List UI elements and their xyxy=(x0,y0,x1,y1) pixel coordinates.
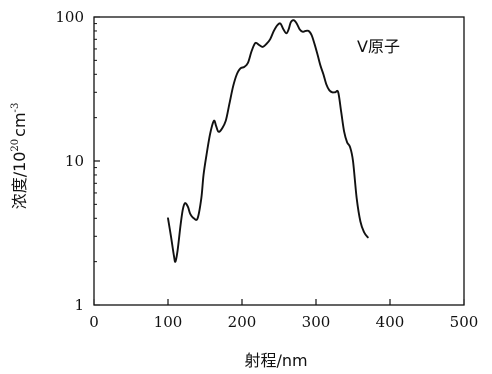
x-tick-label: 0 xyxy=(89,313,99,331)
x-tick-label: 500 xyxy=(450,313,479,331)
x-axis-ticks: 0 100 200 300 400 500 xyxy=(89,299,478,331)
series-line xyxy=(167,19,369,263)
y-axis-ticks: 1 10 100 xyxy=(55,8,100,314)
y-axis-label-unit: cm xyxy=(10,112,29,136)
x-tick-label: 300 xyxy=(302,313,331,331)
y-tick-label: 1 xyxy=(74,296,84,314)
y-axis-label-unit-exponent: -3 xyxy=(10,103,21,113)
x-axis-label: 射程/nm xyxy=(244,351,307,370)
x-tick-label: 100 xyxy=(154,313,183,331)
y-axis-label-exponent: 20 xyxy=(10,139,21,152)
y-axis-label: 浓度/1020 cm-3 xyxy=(10,103,29,210)
y-tick-label: 100 xyxy=(55,8,84,26)
x-tick-label: 200 xyxy=(228,313,257,331)
svg-text:浓度/1020cm-3: 浓度/1020 cm-3 xyxy=(10,103,29,210)
annotation-label: V原子 xyxy=(357,37,400,56)
x-tick-label: 400 xyxy=(376,313,405,331)
y-axis-label-main: 浓度/10 xyxy=(10,152,29,210)
y-tick-label: 10 xyxy=(65,152,84,170)
plot-frame xyxy=(93,16,465,306)
